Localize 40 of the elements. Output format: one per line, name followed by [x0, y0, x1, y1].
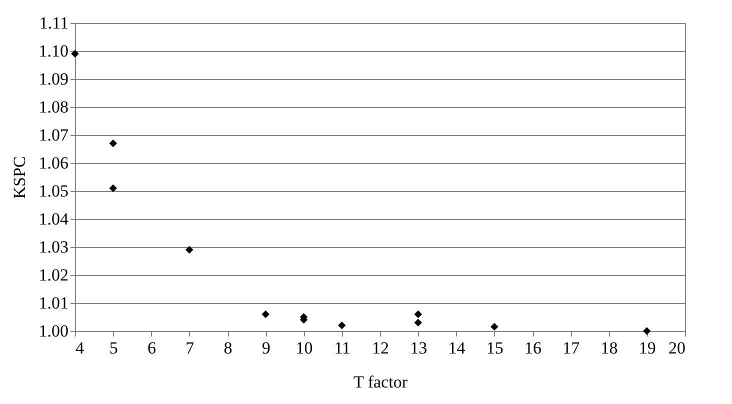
- point: [643, 327, 651, 335]
- x-tick-label: 8: [224, 338, 232, 358]
- y-tick-label: 1.02: [38, 266, 68, 284]
- x-tick-label: 5: [109, 338, 118, 358]
- y-tick-label: 1.08: [38, 98, 68, 116]
- point: [109, 140, 117, 148]
- x-tick-label: 11: [334, 338, 351, 358]
- y-tick-label: 1.09: [38, 70, 68, 88]
- y-axis-title: KSPC: [10, 156, 29, 199]
- x-tick-label: 18: [600, 338, 618, 358]
- x-tick-label: 14: [448, 338, 466, 358]
- y-tick-label: 1.03: [38, 238, 68, 256]
- x-tick-label: 10: [296, 338, 313, 358]
- x-tick-label: 6: [148, 338, 156, 358]
- x-tick-label: 7: [186, 338, 195, 358]
- y-tick-label: 1.01: [38, 294, 68, 312]
- x-tick-label: 9: [262, 338, 270, 358]
- y-tick-label: 1.05: [38, 182, 68, 200]
- x-axis-title: T factor: [354, 372, 408, 392]
- y-tick-label: 1.10: [38, 42, 68, 60]
- x-tick-label: 16: [524, 338, 542, 358]
- point: [414, 318, 422, 326]
- y-tick-label: 1.07: [38, 126, 69, 144]
- point: [186, 246, 194, 254]
- point: [109, 184, 117, 192]
- point: [490, 322, 498, 331]
- point: [262, 310, 270, 318]
- y-tick-label: 1.04: [38, 210, 69, 228]
- x-tick-label: 13: [410, 338, 428, 358]
- y-tick-label: 1.00: [38, 322, 68, 340]
- point: [414, 310, 422, 318]
- x-tick-label: 12: [372, 338, 389, 358]
- x-tick-label: 17: [562, 338, 580, 358]
- y-tick-label: 1.11: [39, 14, 68, 32]
- point: [338, 322, 346, 330]
- y-tick-label: 1.06: [38, 154, 68, 172]
- x-tick-label: 4: [76, 338, 84, 358]
- x-tick-label: 20: [668, 338, 686, 358]
- x-tick-label: 19: [638, 338, 656, 358]
- x-tick-label: 15: [486, 338, 504, 358]
